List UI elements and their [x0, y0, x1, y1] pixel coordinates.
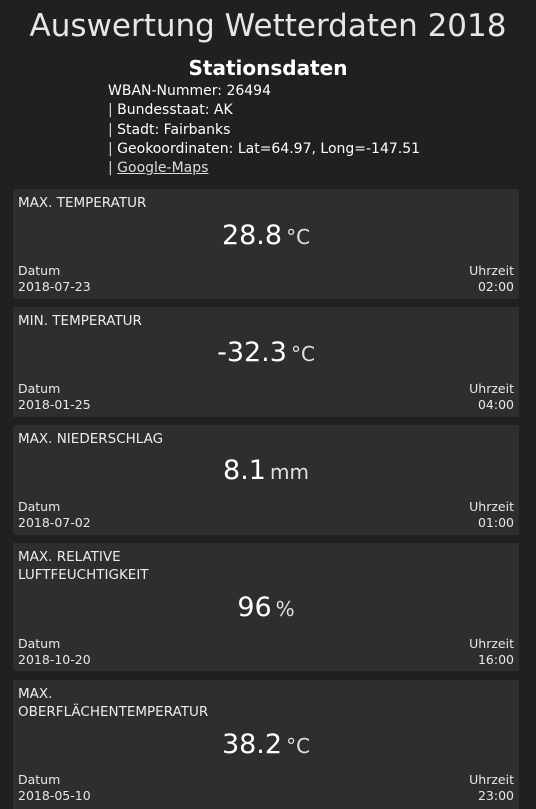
station-state: Bundesstaat: AK: [117, 102, 233, 119]
station-wban: WBAN-Nummer: 26494: [108, 83, 271, 99]
card-date-label: Datum: [18, 381, 61, 396]
station-city: Stadt: Fairbanks: [117, 121, 231, 138]
station-maps-line: | Google-Maps: [108, 159, 420, 178]
card-value-unit: mm: [269, 460, 309, 484]
card-time: Uhrzeit 02:00: [469, 263, 514, 295]
card-value: -32.3 °C: [13, 337, 519, 368]
card-label: MIN. TEMPERATUR: [18, 313, 142, 329]
card-value-unit: %: [275, 597, 295, 621]
card-time-label: Uhrzeit: [469, 636, 514, 651]
station-coords-line: | Geokoordinaten: Lat=64.97, Long=-147.5…: [108, 140, 420, 159]
card-value-unit: °C: [290, 342, 315, 366]
separator: |: [108, 121, 118, 138]
card-date-value: 2018-07-02: [18, 515, 91, 530]
station-section-title: Stationsdaten: [188, 56, 348, 80]
card-label: MAX. NIEDERSCHLAG: [18, 431, 164, 447]
card-time-value: 23:00: [477, 788, 514, 803]
card-time-label: Uhrzeit: [469, 381, 514, 396]
card-date-label: Datum: [18, 636, 61, 651]
card-date: Datum 2018-01-25: [18, 381, 91, 413]
stat-card-min-temperature: MIN. TEMPERATUR -32.3 °C Datum 2018-01-25…: [13, 307, 519, 417]
card-date: Datum 2018-05-10: [18, 772, 91, 804]
separator: |: [108, 160, 118, 177]
card-value: 96%: [13, 592, 519, 623]
station-info: WBAN-Nummer: 26494 | Bundesstaat: AK | S…: [108, 82, 420, 178]
card-date-value: 2018-07-23: [18, 279, 91, 294]
card-label: MAX. RELATIVE LUFTFEUCHTIGKEIT: [18, 549, 149, 583]
card-label: MAX. TEMPERATUR: [18, 195, 147, 211]
card-value-number: 38.2: [221, 729, 283, 760]
google-maps-link[interactable]: Google-Maps: [117, 160, 209, 177]
card-value-number: 8.1: [223, 455, 266, 486]
card-value-unit: °C: [286, 734, 311, 758]
card-date: Datum 2018-07-02: [18, 499, 91, 531]
card-date-label: Datum: [18, 499, 61, 514]
card-date-value: 2018-10-20: [18, 652, 91, 667]
card-time: Uhrzeit 23:00: [469, 772, 514, 804]
card-date: Datum 2018-10-20: [18, 636, 91, 668]
card-value: 28.8 °C: [13, 220, 519, 251]
stat-card-max-precipitation: MAX. NIEDERSCHLAG 8.1 mm Datum 2018-07-02…: [13, 425, 519, 535]
page-title: Auswertung Wetterdaten 2018: [29, 8, 507, 44]
separator: |: [108, 102, 118, 119]
card-time-value: 16:00: [477, 652, 514, 667]
card-date-value: 2018-05-10: [18, 788, 91, 803]
card-time-label: Uhrzeit: [469, 772, 514, 787]
card-label: MAX. OBERFLÄCHENTEMPERATUR: [18, 686, 209, 720]
stat-card-max-surface-temperature: MAX. OBERFLÄCHENTEMPERATUR 38.2 °C Datum …: [13, 680, 519, 809]
card-time-label: Uhrzeit: [469, 263, 514, 278]
card-time: Uhrzeit 04:00: [469, 381, 514, 413]
station-city-line: | Stadt: Fairbanks: [108, 121, 420, 140]
stat-card-max-temperature: MAX. TEMPERATUR 28.8 °C Datum 2018-07-23 …: [13, 189, 519, 299]
card-value-unit: °C: [286, 225, 311, 249]
card-time: Uhrzeit 16:00: [469, 636, 514, 668]
card-value: 8.1 mm: [13, 455, 519, 486]
card-time-value: 04:00: [477, 397, 514, 412]
card-time-label: Uhrzeit: [469, 499, 514, 514]
card-time: Uhrzeit 01:00: [469, 499, 514, 531]
card-date-label: Datum: [18, 772, 61, 787]
card-value: 38.2 °C: [13, 729, 519, 760]
stat-card-max-humidity: MAX. RELATIVE LUFTFEUCHTIGKEIT 96% Datum…: [13, 543, 519, 671]
card-time-value: 01:00: [477, 515, 514, 530]
card-time-value: 02:00: [477, 279, 514, 294]
card-date: Datum 2018-07-23: [18, 263, 91, 295]
card-value-number: 28.8: [221, 220, 283, 251]
station-coords: Geokoordinaten: Lat=64.97, Long=-147.51: [117, 140, 421, 157]
station-state-line: | Bundesstaat: AK: [108, 101, 420, 120]
card-value-number: 96: [237, 592, 272, 623]
card-value-number: -32.3: [217, 337, 287, 368]
card-date-label: Datum: [18, 263, 61, 278]
card-date-value: 2018-01-25: [18, 397, 91, 412]
separator: |: [108, 140, 118, 157]
